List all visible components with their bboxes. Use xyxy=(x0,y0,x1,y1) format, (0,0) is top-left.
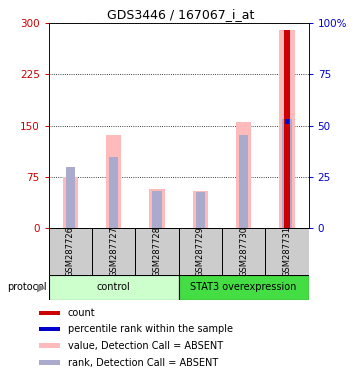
Bar xyxy=(63,177,78,228)
Bar xyxy=(279,30,295,228)
Text: GSM287731: GSM287731 xyxy=(283,226,291,277)
Text: GSM287726: GSM287726 xyxy=(66,226,75,277)
Text: ▶: ▶ xyxy=(37,282,46,292)
Text: GSM287727: GSM287727 xyxy=(109,226,118,277)
Bar xyxy=(39,343,60,348)
Bar xyxy=(196,192,205,228)
Text: rank, Detection Call = ABSENT: rank, Detection Call = ABSENT xyxy=(68,358,218,367)
Bar xyxy=(106,135,121,228)
Text: percentile rank within the sample: percentile rank within the sample xyxy=(68,324,233,334)
Bar xyxy=(49,275,179,300)
Bar xyxy=(39,360,60,365)
Text: GSM287729: GSM287729 xyxy=(196,226,205,277)
Bar xyxy=(282,119,292,228)
Bar xyxy=(179,275,309,300)
Bar xyxy=(39,327,60,331)
Text: protocol: protocol xyxy=(7,282,47,292)
Bar xyxy=(265,228,309,275)
Bar xyxy=(66,167,75,228)
Bar xyxy=(239,135,248,228)
Bar xyxy=(285,119,289,124)
Text: control: control xyxy=(97,282,131,292)
Text: count: count xyxy=(68,308,96,318)
Bar xyxy=(284,30,290,228)
Bar xyxy=(179,228,222,275)
Bar xyxy=(109,157,118,228)
Bar xyxy=(222,228,265,275)
Bar xyxy=(92,228,135,275)
Text: value, Detection Call = ABSENT: value, Detection Call = ABSENT xyxy=(68,341,223,351)
Text: GSM287730: GSM287730 xyxy=(239,226,248,277)
Bar xyxy=(152,191,162,228)
Text: STAT3 overexpression: STAT3 overexpression xyxy=(191,282,297,292)
Bar xyxy=(135,228,179,275)
Bar xyxy=(193,191,208,228)
Text: GSM287728: GSM287728 xyxy=(153,226,161,277)
Bar xyxy=(236,122,251,228)
Bar xyxy=(149,189,165,228)
Text: GDS3446 / 167067_i_at: GDS3446 / 167067_i_at xyxy=(107,8,254,21)
Bar xyxy=(49,228,92,275)
Bar xyxy=(39,311,60,315)
